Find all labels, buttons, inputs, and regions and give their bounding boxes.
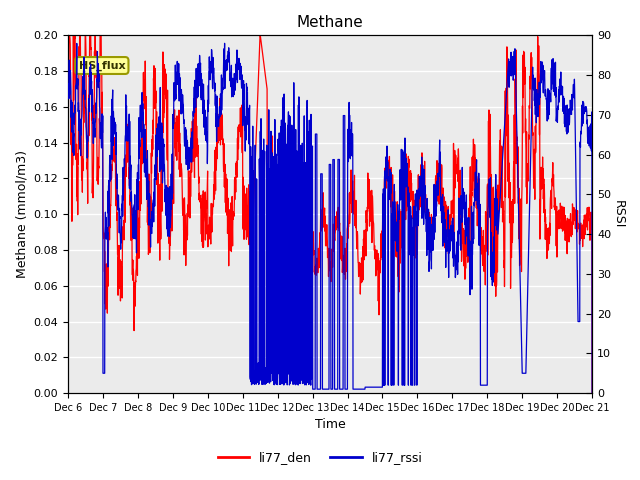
Y-axis label: RSSI: RSSI [612,200,625,228]
Legend: li77_den, li77_rssi: li77_den, li77_rssi [212,446,428,469]
Text: HS_flux: HS_flux [79,60,125,71]
Y-axis label: Methane (mmol/m3): Methane (mmol/m3) [15,150,28,278]
X-axis label: Time: Time [315,419,346,432]
Title: Methane: Methane [297,15,364,30]
